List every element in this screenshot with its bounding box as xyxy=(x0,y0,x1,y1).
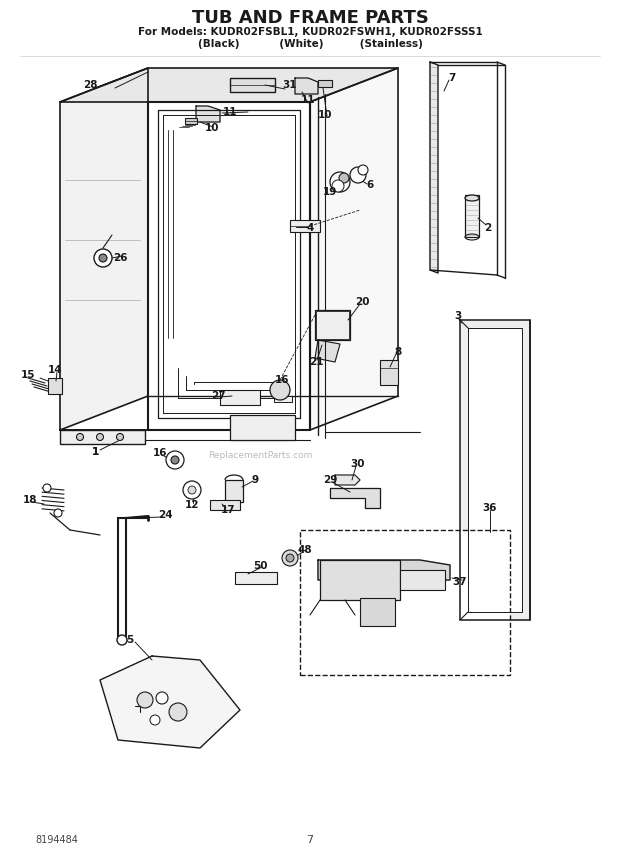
Polygon shape xyxy=(60,68,398,102)
Polygon shape xyxy=(318,560,450,580)
Circle shape xyxy=(330,172,350,192)
Circle shape xyxy=(332,180,344,192)
Text: 29: 29 xyxy=(323,475,337,485)
Polygon shape xyxy=(100,656,240,748)
Text: TUB AND FRAME PARTS: TUB AND FRAME PARTS xyxy=(192,9,428,27)
Circle shape xyxy=(43,484,51,492)
Polygon shape xyxy=(460,320,530,620)
Text: 1: 1 xyxy=(91,447,99,457)
Circle shape xyxy=(137,692,153,708)
Circle shape xyxy=(76,433,84,441)
Bar xyxy=(60,430,145,444)
Text: 50: 50 xyxy=(253,561,267,571)
Bar xyxy=(360,598,395,626)
Text: 27: 27 xyxy=(211,391,225,401)
Polygon shape xyxy=(430,62,438,273)
Polygon shape xyxy=(330,488,380,508)
Bar xyxy=(465,195,479,237)
Text: 21: 21 xyxy=(309,357,323,367)
Circle shape xyxy=(350,167,366,183)
Text: 20: 20 xyxy=(355,297,370,307)
Text: 28: 28 xyxy=(82,80,97,90)
Polygon shape xyxy=(196,106,220,122)
Bar xyxy=(185,118,197,124)
Text: 19: 19 xyxy=(323,187,337,197)
Circle shape xyxy=(156,692,168,704)
Bar xyxy=(316,311,349,339)
Polygon shape xyxy=(310,68,398,430)
Text: 10: 10 xyxy=(205,123,219,133)
Text: 4: 4 xyxy=(306,223,314,233)
Text: 30: 30 xyxy=(351,459,365,469)
Bar xyxy=(315,310,350,340)
Circle shape xyxy=(183,481,201,499)
Circle shape xyxy=(282,550,298,566)
Text: 18: 18 xyxy=(23,495,37,505)
Text: For Models: KUDR02FSBL1, KUDR02FSWH1, KUDR02FSSS1: For Models: KUDR02FSBL1, KUDR02FSWH1, KU… xyxy=(138,27,482,37)
Text: 48: 48 xyxy=(298,545,312,555)
Bar xyxy=(380,360,398,385)
Circle shape xyxy=(166,451,184,469)
Bar xyxy=(318,80,332,87)
Text: 26: 26 xyxy=(113,253,127,263)
Polygon shape xyxy=(315,340,340,362)
Bar xyxy=(300,530,510,675)
Circle shape xyxy=(358,165,368,175)
Circle shape xyxy=(94,249,112,267)
Bar xyxy=(235,572,277,584)
Bar xyxy=(210,500,240,510)
Text: 3: 3 xyxy=(454,311,462,321)
Bar xyxy=(400,570,445,590)
Ellipse shape xyxy=(465,195,479,201)
Bar xyxy=(230,78,275,92)
Text: 5: 5 xyxy=(126,635,134,645)
Text: 2: 2 xyxy=(484,223,492,233)
Circle shape xyxy=(339,173,349,183)
Text: 24: 24 xyxy=(157,510,172,520)
Text: 14: 14 xyxy=(48,365,63,375)
Polygon shape xyxy=(468,328,522,612)
Text: 11: 11 xyxy=(301,95,315,105)
Bar xyxy=(220,390,260,405)
Text: 7: 7 xyxy=(448,73,456,83)
Circle shape xyxy=(117,433,123,441)
Bar xyxy=(274,396,292,402)
Text: 9: 9 xyxy=(252,475,259,485)
Circle shape xyxy=(171,456,179,464)
Circle shape xyxy=(117,635,127,645)
Text: 8194484: 8194484 xyxy=(35,835,78,845)
Text: 37: 37 xyxy=(453,577,467,587)
Circle shape xyxy=(270,380,290,400)
Text: 15: 15 xyxy=(20,370,35,380)
Text: 16: 16 xyxy=(153,448,167,458)
Circle shape xyxy=(150,715,160,725)
Text: 7: 7 xyxy=(306,835,314,845)
Circle shape xyxy=(188,486,196,494)
Circle shape xyxy=(97,433,104,441)
Text: 31: 31 xyxy=(283,80,297,90)
Text: 6: 6 xyxy=(366,180,374,190)
Text: 17: 17 xyxy=(221,505,236,515)
Text: 12: 12 xyxy=(185,500,199,510)
Circle shape xyxy=(169,703,187,721)
Text: 11: 11 xyxy=(223,107,237,117)
Text: 1: 1 xyxy=(91,447,99,457)
Text: (Black)           (White)          (Stainless): (Black) (White) (Stainless) xyxy=(198,39,422,49)
Polygon shape xyxy=(295,78,318,94)
Text: 10: 10 xyxy=(317,110,332,120)
Bar xyxy=(48,378,62,394)
Text: 8: 8 xyxy=(394,347,402,357)
Polygon shape xyxy=(60,68,148,430)
Text: ReplacementParts.com: ReplacementParts.com xyxy=(208,450,312,460)
Bar xyxy=(230,415,295,440)
Text: 16: 16 xyxy=(275,375,290,385)
Text: 36: 36 xyxy=(483,503,497,513)
Bar xyxy=(225,480,243,502)
Circle shape xyxy=(99,254,107,262)
Circle shape xyxy=(286,554,294,562)
Bar xyxy=(320,560,400,600)
Polygon shape xyxy=(335,475,360,485)
Circle shape xyxy=(54,509,62,517)
Bar xyxy=(290,220,320,232)
